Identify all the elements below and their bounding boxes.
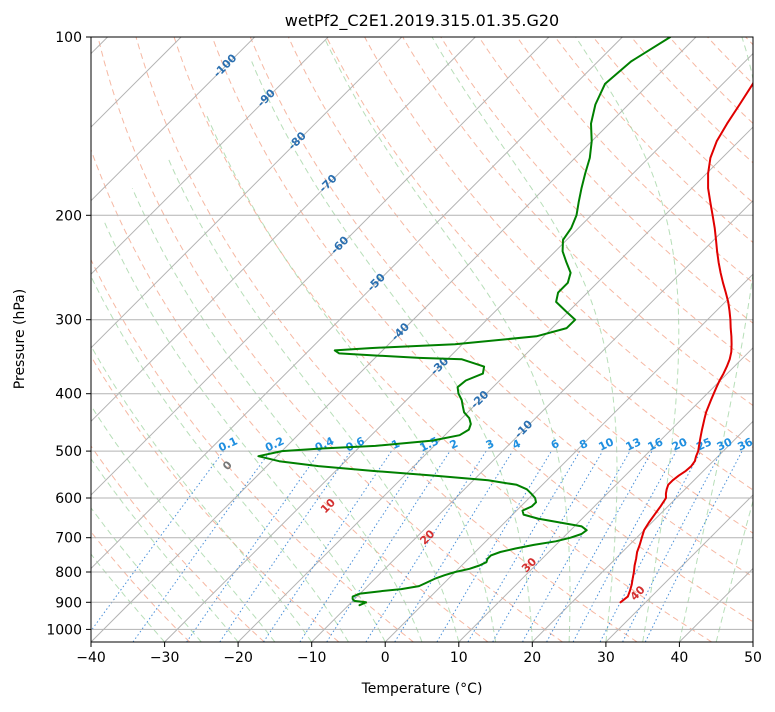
- x-tick-label: −20: [223, 650, 253, 666]
- x-tick-label: 20: [523, 650, 541, 666]
- x-tick-label: 30: [597, 650, 615, 666]
- y-tick-label: 300: [55, 313, 82, 329]
- y-tick-label: 200: [55, 208, 82, 224]
- y-tick-label: 700: [55, 531, 82, 547]
- chart-title: wetPf2_C2E1.2019.315.01.35.G20: [285, 11, 559, 31]
- y-tick-label: 1000: [46, 622, 82, 638]
- y-axis-title: Pressure (hPa): [12, 289, 28, 389]
- y-tick-label: 500: [55, 444, 82, 460]
- x-tick-label: 10: [450, 650, 468, 666]
- y-tick-label: 900: [55, 595, 82, 611]
- x-tick-label: 50: [744, 650, 762, 666]
- x-tick-label: −40: [76, 650, 106, 666]
- x-tick-label: 40: [670, 650, 688, 666]
- y-tick-label: 800: [55, 565, 82, 581]
- x-tick-label: 0: [381, 650, 390, 666]
- y-tick-label: 400: [55, 387, 82, 403]
- x-axis-title: Temperature (°C): [361, 681, 483, 697]
- x-tick-label: −30: [150, 650, 180, 666]
- y-tick-label: 100: [55, 30, 82, 46]
- y-tick-label: 600: [55, 491, 82, 507]
- x-tick-label: −10: [297, 650, 327, 666]
